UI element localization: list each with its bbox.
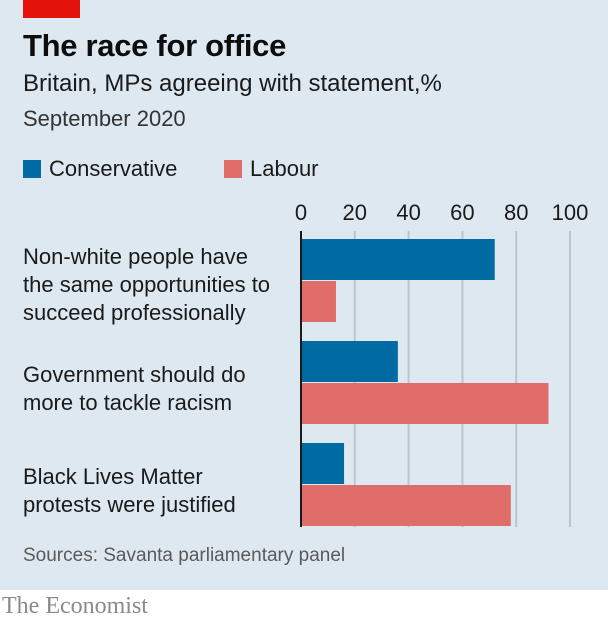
bar-labour-3 (301, 485, 511, 526)
x-tick-label: 80 (504, 200, 528, 225)
x-tick-label: 100 (552, 200, 589, 225)
x-tick-label: 0 (295, 200, 307, 225)
legend-swatch-conservative (23, 160, 41, 178)
bar-conservative-1 (301, 239, 495, 280)
legend-item-labour: Labour (224, 155, 319, 183)
source-note: Sources: Savanta parliamentary panel (23, 545, 346, 566)
bar-chart: 0 20 40 60 80 100 Non-white people have the sam… (23, 200, 589, 527)
bar-conservative-2 (301, 341, 398, 382)
category-label: the same opportunities to (23, 272, 270, 297)
legend-item-conservative: Conservative (23, 155, 177, 183)
x-tick-label: 60 (450, 200, 474, 225)
legend-swatch-labour (224, 160, 242, 178)
category-label: Black Lives Matter (23, 464, 203, 489)
brand-red-tag (23, 0, 80, 18)
category-label: Non-white people have (23, 244, 248, 269)
brand-logo: The Economist (2, 593, 148, 619)
bar-labour-2 (301, 383, 549, 424)
chart-panel: The race for office Britain, MPs agreein… (0, 0, 608, 590)
chart-subtitle: Britain, MPs agreeing with statement,% (23, 70, 442, 97)
chart-date: September 2020 (23, 106, 186, 131)
x-tick-label: 20 (343, 200, 367, 225)
x-tick-label: 40 (396, 200, 420, 225)
chart-title: The race for office (23, 28, 287, 63)
category-label: protests were justified (23, 492, 236, 517)
bar-labour-1 (301, 281, 336, 322)
category-label: succeed professionally (23, 300, 246, 325)
category-label: Government should do (23, 362, 246, 387)
legend-label-conservative: Conservative (49, 156, 178, 181)
bar-conservative-3 (301, 443, 345, 484)
legend-label-labour: Labour (250, 156, 319, 181)
category-label: more to tackle racism (23, 390, 232, 415)
